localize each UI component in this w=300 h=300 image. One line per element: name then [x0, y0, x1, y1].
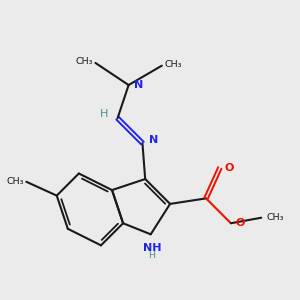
Text: H: H — [100, 109, 108, 119]
Text: CH₃: CH₃ — [266, 213, 284, 222]
Text: CH₃: CH₃ — [75, 57, 93, 66]
Text: N: N — [149, 135, 159, 145]
Text: O: O — [236, 218, 245, 228]
Text: H: H — [148, 251, 156, 260]
Text: O: O — [225, 163, 234, 173]
Text: CH₃: CH₃ — [6, 177, 24, 186]
Text: N: N — [134, 80, 143, 90]
Text: NH: NH — [143, 243, 161, 253]
Text: CH₃: CH₃ — [164, 60, 182, 69]
